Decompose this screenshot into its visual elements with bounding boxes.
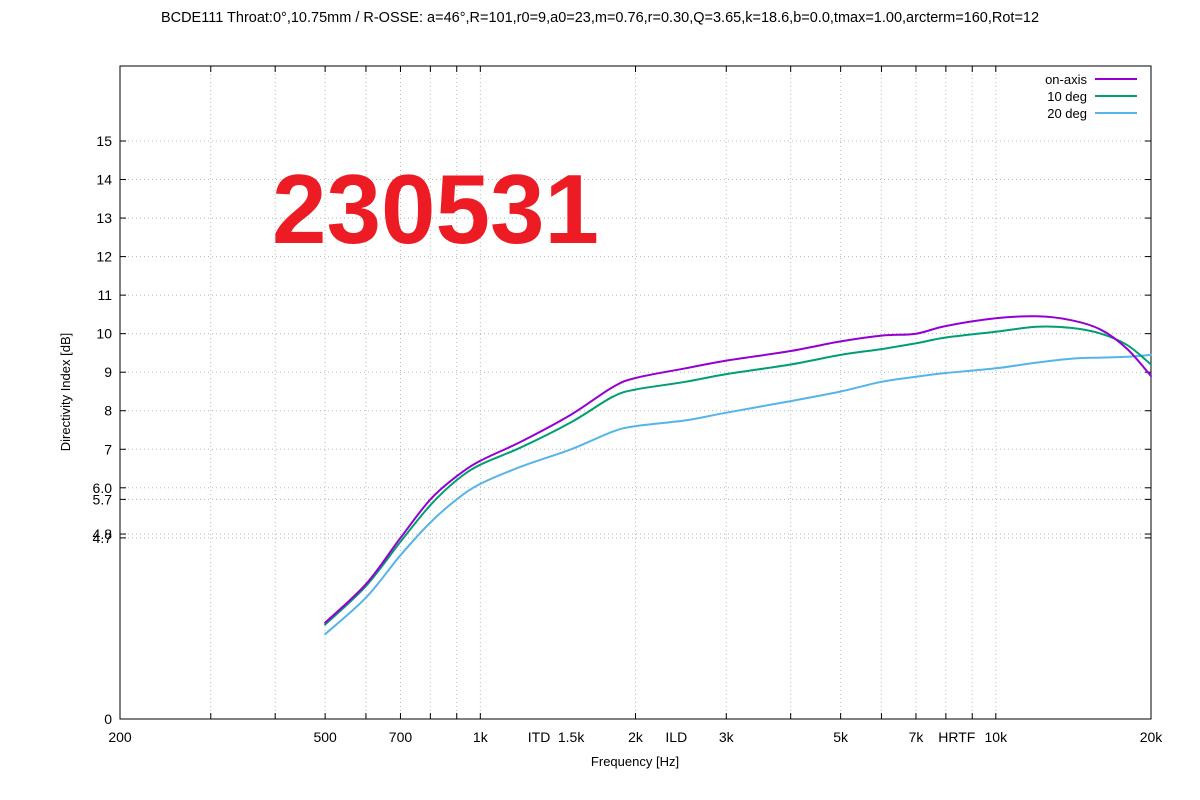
x-tick-label: 2k <box>628 729 644 745</box>
x-tick-labels: 200 500 700 1k ITD 1.5k 2k ILD 3k 5k 7k HRTF 10k 20k <box>108 729 1163 745</box>
series-lines <box>324 315 1152 636</box>
x-tick-label: ILD <box>665 729 687 745</box>
x-tick-label: HRTF <box>938 729 975 745</box>
x-tick-label: 1k <box>473 729 489 745</box>
x-tick-label: 700 <box>389 729 413 745</box>
x-tick-label: 200 <box>108 729 132 745</box>
x-tick-label: 20k <box>1140 729 1164 745</box>
legend: on-axis 10 deg 20 deg <box>1045 72 1137 121</box>
x-tick-label: 10k <box>985 729 1009 745</box>
legend-label: 10 deg <box>1047 89 1087 104</box>
y-tick-label: 14 <box>96 172 112 188</box>
y-tick-label: 15 <box>96 133 112 149</box>
x-axis-label: Frequency [Hz] <box>591 754 679 769</box>
y-tick-label: 7 <box>104 441 112 457</box>
x-tick-label: 1.5k <box>558 729 585 745</box>
y-tick-label: 6.0 <box>93 480 113 496</box>
y-tick-label: 13 <box>96 210 112 226</box>
stamp-number: 230531 <box>272 154 599 264</box>
y-tick-label: 10 <box>96 326 112 342</box>
y-tick-label: 8 <box>104 403 112 419</box>
legend-label: on-axis <box>1045 72 1087 87</box>
series-line-10-deg <box>324 325 1152 626</box>
x-tick-label: ITD <box>528 729 551 745</box>
legend-label: 20 deg <box>1047 106 1087 121</box>
grid-lines <box>120 66 1151 719</box>
y-tick-label: 11 <box>97 287 112 303</box>
series-line-20-deg <box>324 353 1152 636</box>
x-tick-label: 7k <box>909 729 925 745</box>
y-tick-label: 4.7 <box>93 530 113 546</box>
chart-title: BCDE111 Throat:0°,10.75mm / R-OSSE: a=46… <box>161 10 1039 26</box>
series-line-on-axis <box>324 315 1152 624</box>
y-tick-label: 0 <box>104 711 112 727</box>
y-tick-label: 5.7 <box>93 491 113 507</box>
x-tick-label: 500 <box>313 729 337 745</box>
y-axis-label: Directivity Index [dB] <box>58 333 73 452</box>
x-tick-label: 3k <box>719 729 735 745</box>
y-tick-labels: 0 4.74.8 5.76.0 7 8 9 10 11 12 13 14 15 <box>93 133 113 727</box>
plot-frame <box>119 65 1152 720</box>
y-tick-label: 12 <box>96 249 112 265</box>
y-tick-label: 4.8 <box>93 526 113 542</box>
y-tick-label: 9 <box>104 364 112 380</box>
x-tick-label: 5k <box>833 729 849 745</box>
